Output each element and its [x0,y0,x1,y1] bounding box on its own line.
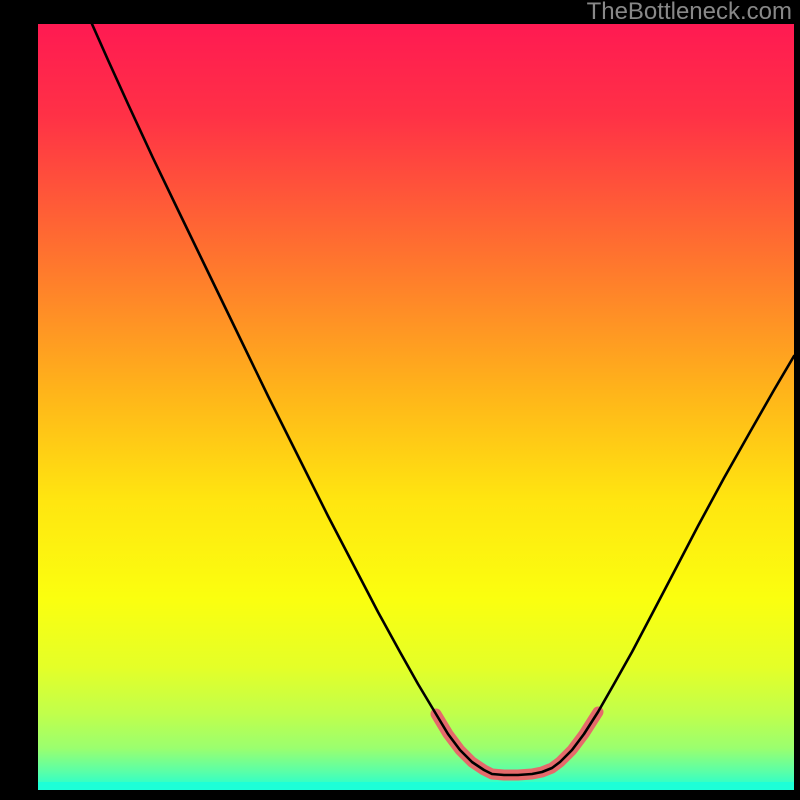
frame-left [0,0,38,800]
bottleneck-curve [92,24,794,775]
frame-bottom [0,790,800,800]
curve-svg [38,24,794,790]
watermark-text: TheBottleneck.com [587,0,792,26]
frame-right [794,0,800,800]
bottleneck-highlight-segment [436,712,598,775]
plot-area [38,24,794,790]
stage: TheBottleneck.com [0,0,800,800]
